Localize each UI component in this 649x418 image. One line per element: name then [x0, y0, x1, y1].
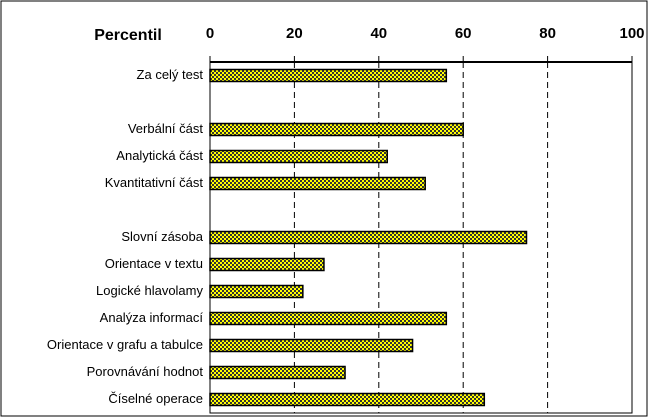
y-tick-label: Porovnávání hodnot [87, 364, 204, 379]
bar [209, 68, 448, 83]
y-tick-label: Verbální část [128, 121, 204, 136]
bar [209, 392, 486, 407]
bar [209, 311, 448, 326]
bar [209, 176, 426, 191]
x-tick-label: 60 [455, 25, 472, 42]
bar [209, 365, 346, 380]
x-tick-label: 20 [286, 25, 303, 42]
bar [209, 230, 528, 245]
y-tick-label: Číselné operace [108, 391, 203, 406]
x-tick-label: 80 [539, 25, 556, 42]
bar [209, 257, 325, 272]
y-tick-label: Za celý test [137, 67, 204, 82]
y-tick-label: Logické hlavolamy [96, 283, 203, 298]
bar [209, 338, 414, 353]
y-tick-label: Analýza informací [100, 310, 204, 325]
x-tick-label: 40 [370, 25, 387, 42]
y-tick-label: Orientace v textu [105, 256, 203, 271]
x-tick-label: 100 [619, 25, 644, 42]
y-tick-label: Slovní zásoba [121, 229, 203, 244]
x-tick-label: 0 [206, 25, 214, 42]
bar [209, 122, 464, 137]
bar [209, 284, 304, 299]
bar [209, 149, 388, 164]
chart-title: Percentil [94, 27, 162, 44]
y-tick-label: Analytická část [116, 148, 203, 163]
y-tick-label: Orientace v grafu a tabulce [47, 337, 203, 352]
y-tick-label: Kvantitativní část [105, 175, 204, 190]
